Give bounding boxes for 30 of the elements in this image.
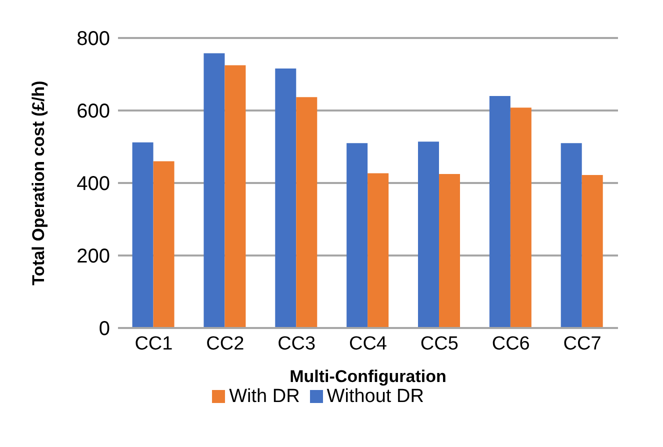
y-tick-label: 200 — [76, 246, 110, 268]
bar — [582, 175, 603, 328]
bar — [224, 65, 246, 328]
legend-label: Without DR — [326, 386, 424, 407]
x-tick-label: CC4 — [348, 333, 388, 354]
bar — [560, 143, 582, 328]
bar — [153, 161, 174, 328]
bar — [346, 143, 368, 328]
bar — [275, 68, 296, 328]
bar — [296, 97, 318, 328]
bar — [132, 142, 154, 328]
y-tick-label: 0 — [98, 318, 110, 340]
x-tick-label: CC7 — [563, 333, 602, 354]
x-tick-label: CC5 — [420, 333, 458, 354]
y-tick-label: 600 — [76, 100, 110, 123]
y-tick-label: 400 — [76, 173, 110, 196]
bar — [204, 53, 225, 328]
bar — [489, 96, 510, 328]
legend-label: With DR — [229, 386, 300, 407]
bar — [439, 174, 460, 328]
bar — [418, 142, 439, 328]
bar — [510, 108, 532, 328]
x-tick-label: CC3 — [278, 333, 316, 354]
y-tick-label: 800 — [76, 28, 110, 50]
bar — [368, 173, 389, 328]
x-tick-label: CC2 — [206, 333, 244, 354]
y-axis-title: Total Operation cost (£/h) — [29, 80, 48, 286]
x-tick-label: CC6 — [492, 333, 530, 354]
x-tick-label: CC1 — [134, 333, 173, 354]
x-axis-title: Multi-Configuration — [290, 367, 446, 386]
